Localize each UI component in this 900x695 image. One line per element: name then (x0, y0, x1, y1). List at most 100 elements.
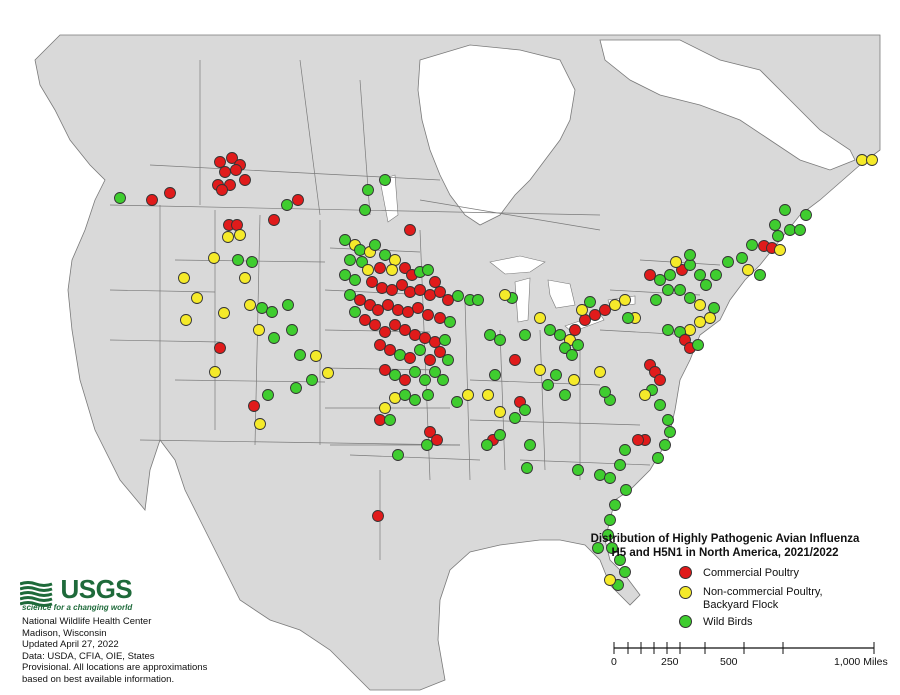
outbreak-point (246, 256, 258, 268)
outbreak-point (379, 364, 391, 376)
outbreak-point (662, 284, 674, 296)
outbreak-point (774, 244, 786, 256)
outbreak-point (402, 306, 414, 318)
outbreak-point (462, 389, 474, 401)
outbreak-point (594, 469, 606, 481)
outbreak-point (399, 324, 411, 336)
outbreak-point (866, 154, 878, 166)
outbreak-point (262, 389, 274, 401)
outbreak-point (354, 244, 366, 256)
outbreak-point (550, 369, 562, 381)
outbreak-point (256, 302, 268, 314)
outbreak-point (253, 324, 265, 336)
outbreak-point (292, 194, 304, 206)
state-border (109, 289, 216, 293)
legend-title-line-1: Distribution of Highly Pathogenic Avian … (590, 533, 860, 545)
outbreak-point (404, 286, 416, 298)
outbreak-point (389, 319, 401, 331)
outbreak-point (604, 574, 616, 586)
outbreak-point (362, 184, 374, 196)
outbreak-point (599, 304, 611, 316)
credits-block: National Wildlife Health Center Madison,… (22, 616, 207, 685)
outbreak-point (559, 389, 571, 401)
outbreak-point (414, 344, 426, 356)
outbreak-point (429, 366, 441, 378)
outbreak-point (519, 404, 531, 416)
outbreak-point (609, 499, 621, 511)
outbreak-point (700, 279, 712, 291)
outbreak-point (429, 276, 441, 288)
outbreak-point (376, 282, 388, 294)
outbreak-point (396, 279, 408, 291)
usgs-logo: USGS (19, 574, 133, 607)
outbreak-point (322, 367, 334, 379)
outbreak-point (579, 314, 591, 326)
outbreak-point (534, 364, 546, 376)
outbreak-point (589, 309, 601, 321)
outbreak-point (639, 389, 651, 401)
outbreak-point (422, 264, 434, 276)
outbreak-point (429, 336, 441, 348)
outbreak-point (382, 299, 394, 311)
outbreak-point (344, 289, 356, 301)
outbreak-point (664, 269, 676, 281)
outbreak-point (594, 366, 606, 378)
outbreak-point (494, 334, 506, 346)
outbreak-point (424, 354, 436, 366)
outbreak-point (366, 276, 378, 288)
outbreak-point (534, 312, 546, 324)
outbreak-point (442, 294, 454, 306)
outbreak-point (708, 302, 720, 314)
outbreak-point (442, 354, 454, 366)
outbreak-point (650, 294, 662, 306)
outbreak-point (592, 542, 604, 554)
outbreak-point (178, 272, 190, 284)
outbreak-point (736, 252, 748, 264)
outbreak-point (414, 284, 426, 296)
outbreak-point (399, 262, 411, 274)
continent-shape (34, 34, 881, 691)
outbreak-point (404, 352, 416, 364)
usgs-wave-stroke (19, 580, 53, 587)
outbreak-point (554, 329, 566, 341)
outbreak-point (524, 439, 536, 451)
legend-title: Distribution of Highly Pathogenic Avian … (560, 532, 890, 560)
outbreak-point (684, 249, 696, 261)
lake-huron (547, 279, 576, 309)
state-border (299, 59, 321, 216)
outbreak-point (254, 418, 266, 430)
outbreak-point (362, 264, 374, 276)
outbreak-point (622, 312, 634, 324)
credit-line: Provisional. All locations are approxima… (22, 662, 208, 673)
outbreak-point (374, 339, 386, 351)
outbreak-point (180, 314, 192, 326)
outbreak-point (409, 329, 421, 341)
scale-label-0: 0 (611, 656, 617, 668)
outbreak-point (239, 174, 251, 186)
outbreak-point (609, 299, 621, 311)
outbreak-point (214, 342, 226, 354)
outbreak-point (614, 459, 626, 471)
state-border (469, 419, 641, 426)
outbreak-point (379, 249, 391, 261)
outbreak-point (282, 299, 294, 311)
outbreak-point (509, 412, 521, 424)
state-border (519, 459, 651, 466)
outbreak-point (604, 514, 616, 526)
outbreak-point (356, 256, 368, 268)
outbreak-point (599, 386, 611, 398)
outbreak-point (472, 294, 484, 306)
outbreak-point (652, 452, 664, 464)
outbreak-point (644, 269, 656, 281)
outbreak-point (379, 174, 391, 186)
legend-commercial-dot (679, 566, 692, 579)
outbreak-point (494, 406, 506, 418)
outbreak-point (248, 400, 260, 412)
outbreak-point (234, 229, 246, 241)
outbreak-point (784, 224, 796, 236)
outbreak-point (499, 289, 511, 301)
outbreak-point (794, 224, 806, 236)
scale-label-1000: 1,000 Miles (834, 656, 888, 668)
outbreak-point (800, 209, 812, 221)
